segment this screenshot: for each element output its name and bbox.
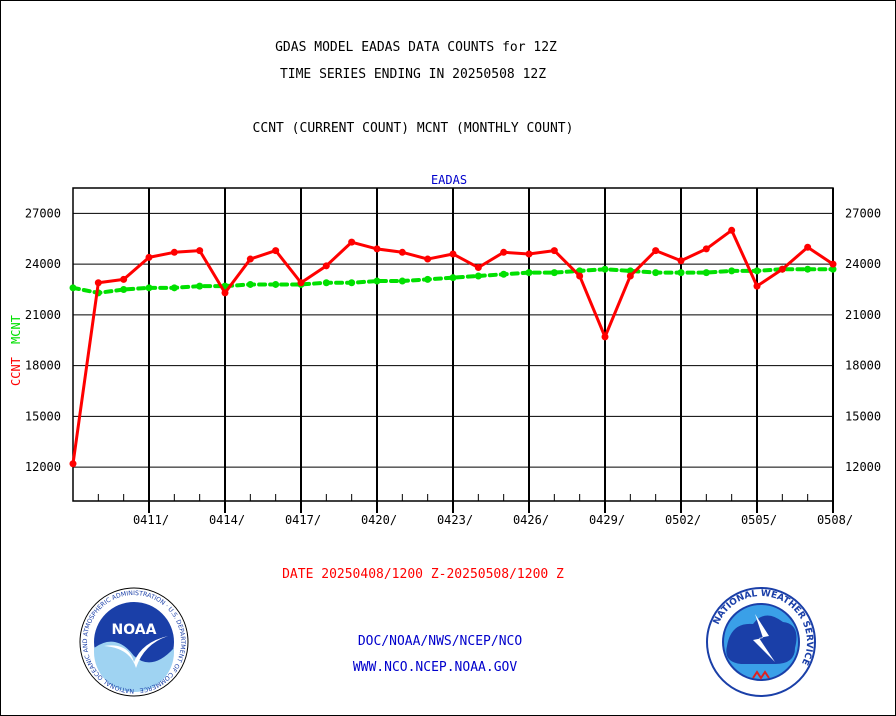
mcnt-point — [753, 267, 761, 275]
mcnt-point — [702, 269, 710, 277]
ccnt-point — [753, 282, 761, 290]
y-tick-label-right: 27000 — [845, 206, 881, 220]
date-range-label: DATE 20250408/1200 Z-20250508/1200 Z — [282, 567, 564, 582]
x-tick-label: 0505/ — [741, 513, 777, 527]
x-tick-label: 0429/ — [589, 513, 625, 527]
mcnt-point — [373, 277, 381, 285]
nws-logo: NATIONAL WEATHER SERVICE — [706, 587, 816, 697]
ccnt-point — [677, 257, 685, 265]
mcnt-point — [424, 275, 432, 283]
ccnt-point — [424, 255, 432, 263]
ccnt-point — [626, 272, 634, 280]
ccnt-point — [196, 247, 204, 255]
y-tick-label-right: 21000 — [845, 308, 881, 322]
y-axis-label-ccnt: CCNT — [9, 357, 23, 386]
ccnt-point — [550, 247, 558, 255]
ccnt-point — [576, 272, 584, 280]
mcnt-point — [449, 274, 457, 282]
y-tick-label-right: 18000 — [845, 359, 881, 373]
y-axis-label-mcnt: MCNT — [9, 315, 23, 344]
x-tick-label: 0420/ — [361, 513, 397, 527]
chart-title-line-1: GDAS MODEL EADAS DATA COUNTS for 12Z — [275, 40, 557, 55]
mcnt-point — [652, 269, 660, 277]
ccnt-point — [373, 245, 381, 253]
mcnt-point — [120, 286, 128, 294]
ccnt-point — [272, 247, 280, 255]
ccnt-point — [170, 248, 178, 256]
x-tick-label: 0411/ — [133, 513, 169, 527]
y-tick-label-left: 24000 — [25, 257, 61, 271]
ccnt-point — [297, 279, 305, 287]
y-tick-label-right: 15000 — [845, 409, 881, 423]
x-tick-label: 0423/ — [437, 513, 473, 527]
mcnt-point — [525, 269, 533, 277]
ccnt-point — [69, 460, 77, 468]
mcnt-point — [246, 280, 254, 288]
ccnt-point — [652, 247, 660, 255]
noaa-logo-text: NOAA — [112, 622, 157, 638]
ccnt-point — [398, 248, 406, 256]
mcnt-point — [500, 270, 508, 278]
mcnt-point — [474, 272, 482, 280]
ccnt-point — [474, 264, 482, 272]
ccnt-point — [601, 333, 609, 341]
mcnt-point — [196, 282, 204, 290]
ccnt-point — [221, 289, 229, 297]
ccnt-point — [525, 250, 533, 258]
x-tick-label: 0414/ — [209, 513, 245, 527]
y-tick-label-left: 21000 — [25, 308, 61, 322]
y-tick-label-right: 24000 — [845, 257, 881, 271]
mcnt-point — [170, 284, 178, 292]
y-axis-left: 12000 15000 18000 21000 24000 27000 — [25, 206, 61, 474]
chart-title-line-3: CCNT (CURRENT COUNT) MCNT (MONTHLY COUNT… — [253, 121, 574, 136]
ccnt-point — [500, 248, 508, 256]
y-tick-label-left: 15000 — [25, 409, 61, 423]
mcnt-point — [322, 279, 330, 287]
website-link[interactable]: WWW.NCO.NCEP.NOAA.GOV — [353, 660, 518, 675]
mcnt-point — [69, 284, 77, 292]
x-tick-label: 0426/ — [513, 513, 549, 527]
ccnt-point — [829, 260, 837, 268]
ccnt-point — [728, 226, 736, 234]
mcnt-point — [145, 284, 153, 292]
mcnt-point — [272, 280, 280, 288]
x-tick-label: 0417/ — [285, 513, 321, 527]
ccnt-point — [145, 253, 153, 261]
ccnt-point — [322, 262, 330, 270]
x-axis: 0411/0414/0417/0420/0423/0426/0429/0502/… — [72, 494, 853, 527]
chart-title-line-2: TIME SERIES ENDING IN 20250508 12Z — [280, 67, 546, 82]
org-path-link[interactable]: DOC/NOAA/NWS/NCEP/NCO — [358, 634, 523, 649]
plot-title: EADAS — [431, 173, 467, 187]
ccnt-point — [702, 245, 710, 253]
y-tick-label-right: 12000 — [845, 460, 881, 474]
x-tick-label: 0508/ — [817, 513, 853, 527]
ccnt-point — [778, 265, 786, 273]
mcnt-point — [601, 265, 609, 273]
y-axis-right: 12000 15000 18000 21000 24000 27000 — [845, 206, 881, 474]
ccnt-point — [449, 250, 457, 258]
ccnt-point — [94, 279, 102, 287]
ccnt-series — [69, 226, 837, 468]
mcnt-point — [829, 265, 837, 273]
mcnt-point — [804, 265, 812, 273]
ccnt-point — [804, 243, 812, 251]
ccnt-point — [120, 275, 128, 283]
noaa-logo: NOAA NATIONAL OCEANIC AND ATMOSPHERIC AD… — [79, 587, 189, 697]
y-tick-label-left: 18000 — [25, 359, 61, 373]
mcnt-point — [677, 269, 685, 277]
mcnt-series — [69, 265, 837, 297]
y-tick-label-left: 12000 — [25, 460, 61, 474]
mcnt-point — [550, 269, 558, 277]
x-tick-label: 0502/ — [665, 513, 701, 527]
y-tick-label-left: 27000 — [25, 206, 61, 220]
mcnt-point — [728, 267, 736, 275]
ccnt-point — [246, 255, 254, 263]
mcnt-point — [398, 277, 406, 285]
grid-lines — [73, 188, 834, 513]
ccnt-point — [348, 238, 356, 246]
mcnt-point — [348, 279, 356, 287]
